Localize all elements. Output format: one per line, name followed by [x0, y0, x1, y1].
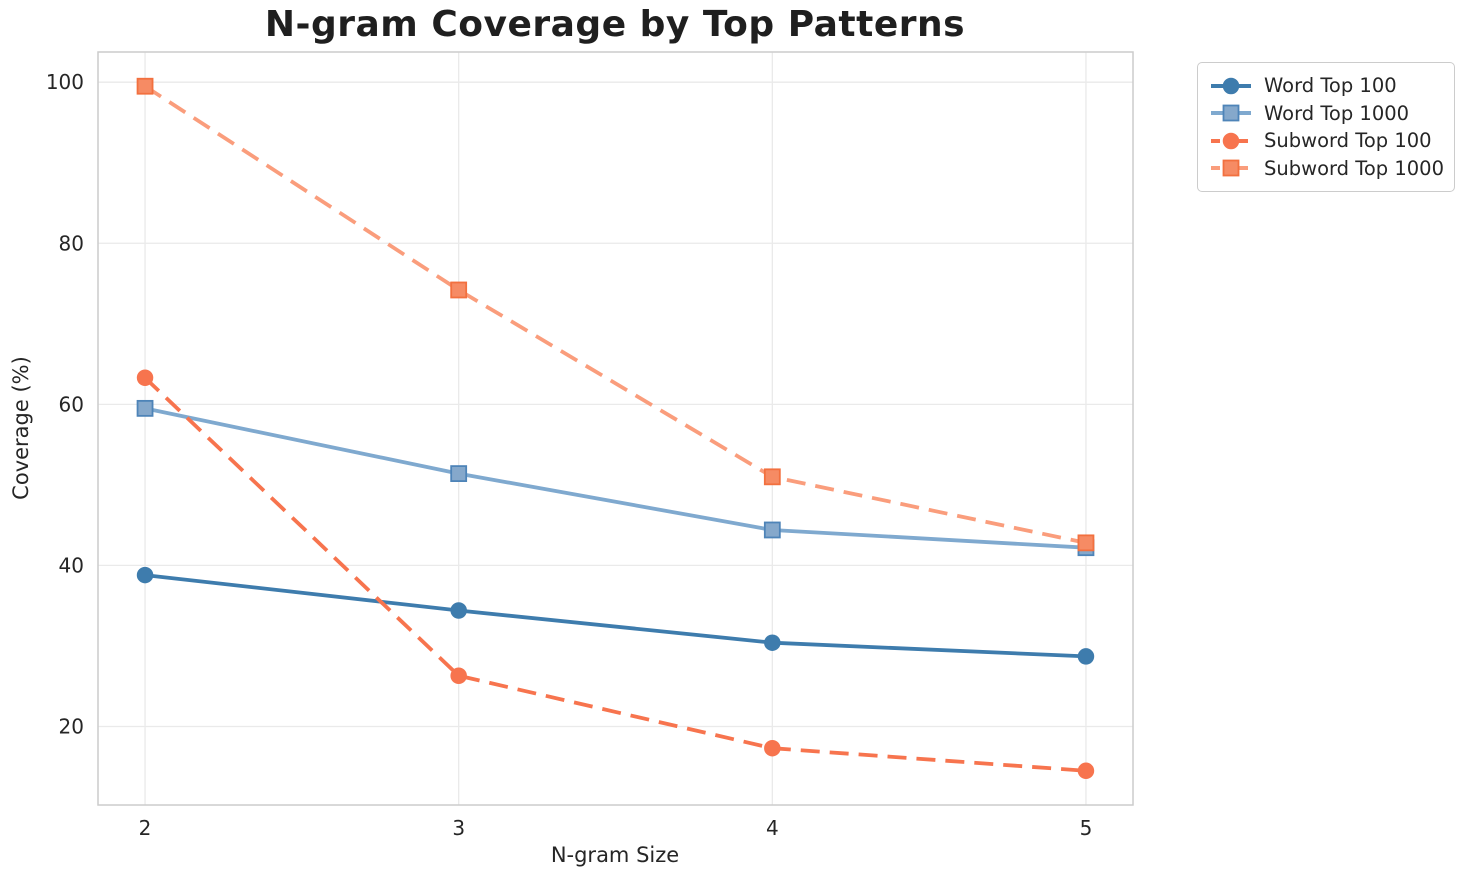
legend-row: Word Top 1000 — [1209, 100, 1442, 128]
y-tick-label: 80 — [59, 231, 84, 255]
series-line-subword-top-100 — [143, 376, 1087, 773]
legend-marker-circle — [1222, 132, 1240, 149]
y-tick-label: 60 — [59, 392, 84, 416]
data-point-subword-top-100 — [450, 667, 467, 684]
data-point-word-top-100 — [136, 566, 154, 584]
legend-sample-line — [1211, 77, 1251, 94]
data-point-word-top-1000 — [136, 399, 154, 417]
legend-label: Word Top 100 — [1264, 74, 1397, 98]
data-point-subword-top-100 — [136, 369, 154, 387]
legend-label: Subword Top 1000 — [1264, 156, 1444, 180]
axes-frame — [97, 51, 1134, 806]
legend-sample-line — [1211, 104, 1251, 122]
legend-sample-line — [1211, 159, 1251, 177]
data-point-subword-top-1000 — [1077, 534, 1095, 552]
chart-title: N-gram Coverage by Top Patterns — [264, 4, 966, 45]
x-tick-label: 3 — [452, 816, 465, 840]
data-point-word-top-100 — [764, 634, 781, 651]
legend-row: Subword Top 100 — [1209, 127, 1442, 155]
legend-label: Subword Top 100 — [1264, 129, 1432, 153]
y-tick-label: 40 — [59, 553, 84, 577]
data-point-word-top-1000 — [763, 521, 781, 539]
y-axis-label: Coverage (%) — [9, 356, 33, 500]
data-point-subword-top-1000 — [450, 281, 468, 299]
series-line-word-top-100 — [144, 573, 1087, 659]
data-point-word-top-100 — [450, 602, 467, 619]
data-point-word-top-1000 — [450, 465, 468, 482]
x-axis-label: N-gram Size — [550, 843, 680, 867]
x-tick-label: 2 — [139, 816, 152, 840]
series-line-word-top-1000 — [144, 406, 1087, 550]
legend-sample-line — [1211, 132, 1251, 149]
y-tick-label: 100 — [46, 70, 84, 94]
x-tick-label: 4 — [766, 816, 779, 840]
legend-row: Subword Top 1000 — [1209, 155, 1444, 183]
legend-marker-square — [1222, 159, 1240, 177]
legend-label: Word Top 1000 — [1264, 101, 1410, 125]
legend-row: Word Top 100 — [1209, 72, 1442, 100]
series-line-subword-top-1000 — [143, 84, 1087, 545]
x-tick-label: 5 — [1080, 816, 1093, 840]
data-point-subword-top-1000 — [136, 77, 154, 95]
data-point-subword-top-100 — [764, 739, 781, 757]
data-point-subword-top-1000 — [763, 468, 781, 486]
legend: Word Top 100 Word Top 1000 Subword Top 1… — [1197, 62, 1455, 192]
data-point-subword-top-100 — [1077, 762, 1095, 780]
y-tick-label: 20 — [59, 714, 84, 738]
data-point-word-top-100 — [1077, 648, 1095, 665]
legend-marker-square — [1222, 104, 1240, 122]
legend-marker-circle — [1222, 77, 1240, 94]
